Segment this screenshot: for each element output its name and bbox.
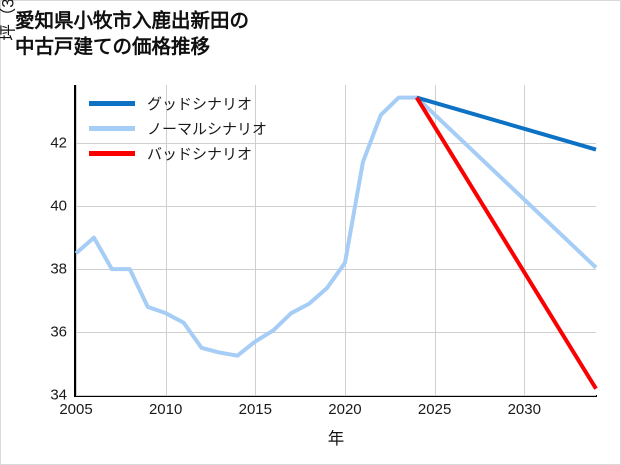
x-axis-tick-label: 2005 bbox=[59, 401, 93, 418]
y-axis-spine bbox=[74, 85, 76, 397]
y-axis-tick-label: 34 bbox=[50, 386, 67, 404]
x-axis-title: 年 bbox=[327, 430, 345, 448]
gridline-horizontal bbox=[76, 332, 596, 333]
gridline-horizontal bbox=[76, 269, 596, 270]
gridline-vertical bbox=[524, 85, 525, 395]
plot-area bbox=[74, 85, 598, 396]
gridline-vertical bbox=[255, 85, 256, 395]
gridline-vertical bbox=[76, 85, 77, 395]
x-axis-tick-label: 2020 bbox=[328, 401, 362, 418]
y-axis-title: 坪（3.32）単価（万円） bbox=[0, 0, 18, 97]
y-axis-tick-label: 40 bbox=[50, 197, 67, 215]
y-axis-title-main: 坪（3.3 bbox=[0, 0, 18, 41]
y-axis-tick-label: 38 bbox=[50, 260, 67, 278]
x-axis-tick-label: 2025 bbox=[417, 401, 452, 418]
legend: グッドシナリオ ノーマルシナリオ バッドシナリオ bbox=[89, 91, 309, 166]
gridline-vertical bbox=[345, 85, 346, 395]
y-axis-tick-label: 36 bbox=[50, 323, 67, 341]
legend-color-swatch bbox=[89, 151, 135, 156]
series-line-good bbox=[416, 95, 597, 152]
legend-label: グッドシナリオ bbox=[147, 96, 253, 113]
series-line-normal bbox=[74, 95, 598, 358]
legend-color-swatch bbox=[89, 126, 135, 131]
gridline-vertical bbox=[166, 85, 167, 395]
gridline-vertical bbox=[435, 85, 436, 395]
legend-label: バッドシナリオ bbox=[147, 146, 253, 163]
x-axis-tick-label: 2015 bbox=[238, 401, 272, 418]
x-axis-tick-label: 2030 bbox=[507, 401, 541, 418]
gridline-horizontal bbox=[76, 143, 596, 144]
series-lines bbox=[74, 95, 598, 390]
legend-color-swatch bbox=[89, 101, 135, 106]
legend-label: ノーマルシナリオ bbox=[147, 121, 268, 138]
y-axis-tick-label: 42 bbox=[50, 134, 67, 152]
series-line-bad bbox=[414, 96, 598, 390]
legend-entry[interactable]: バッドシナリオ bbox=[89, 141, 309, 166]
x-axis-tick-label: 2010 bbox=[148, 401, 183, 418]
gridline-horizontal bbox=[76, 206, 596, 207]
legend-entry[interactable]: グッドシナリオ bbox=[89, 91, 309, 116]
gridline-horizontal bbox=[76, 395, 596, 396]
legend-entry[interactable]: ノーマルシナリオ bbox=[89, 116, 309, 141]
x-axis-spine bbox=[74, 395, 597, 397]
chart-title: 愛知県小牧市入鹿出新田の 中古戸建ての価格推移 bbox=[15, 10, 250, 58]
